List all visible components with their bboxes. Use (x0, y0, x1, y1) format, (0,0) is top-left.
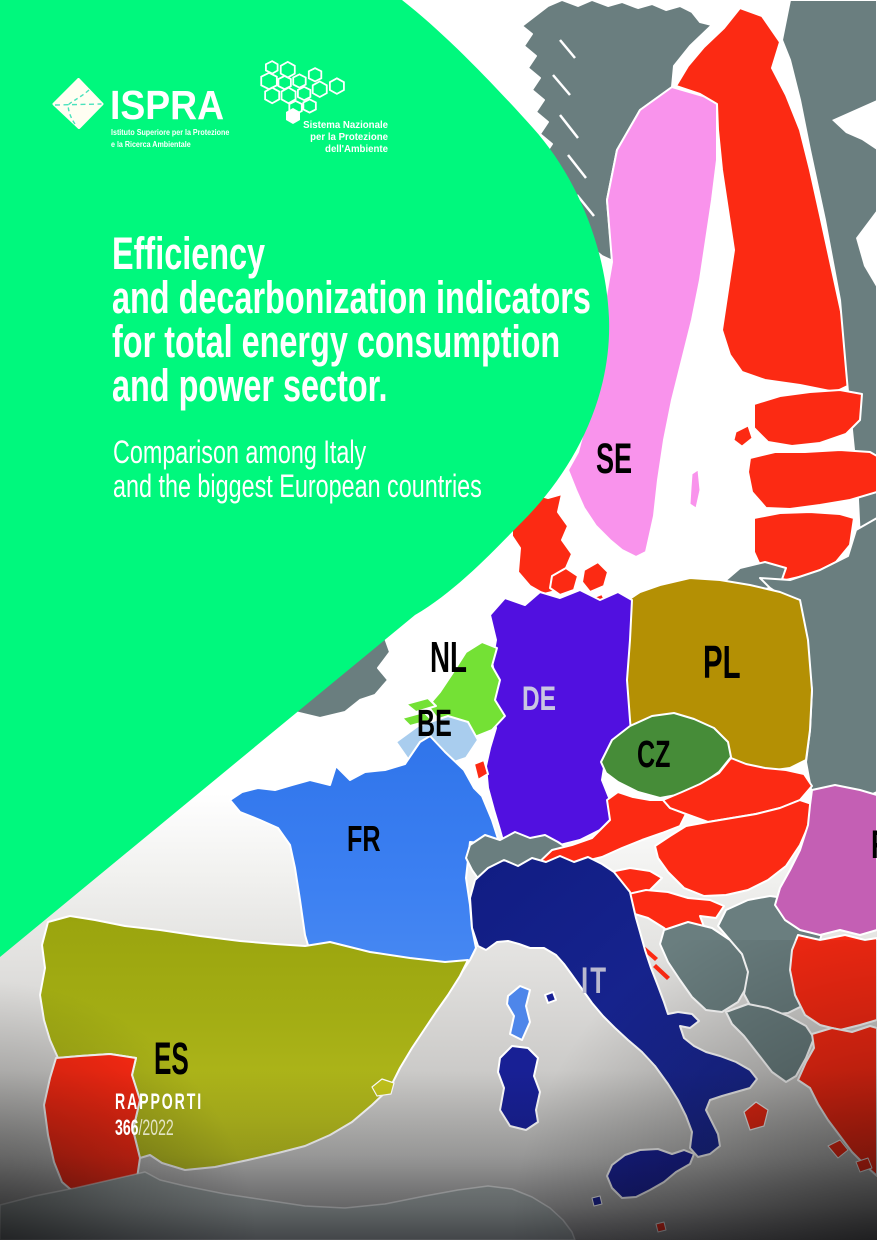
svg-text:NL: NL (430, 633, 467, 682)
svg-text:DE: DE (522, 680, 556, 718)
svg-text:PL: PL (703, 638, 741, 689)
svg-text:CZ: CZ (637, 733, 670, 775)
svg-text:BE: BE (417, 702, 452, 744)
svg-text:R: R (871, 823, 877, 867)
svg-text:SE: SE (596, 434, 632, 483)
svg-text:FR: FR (347, 819, 381, 860)
